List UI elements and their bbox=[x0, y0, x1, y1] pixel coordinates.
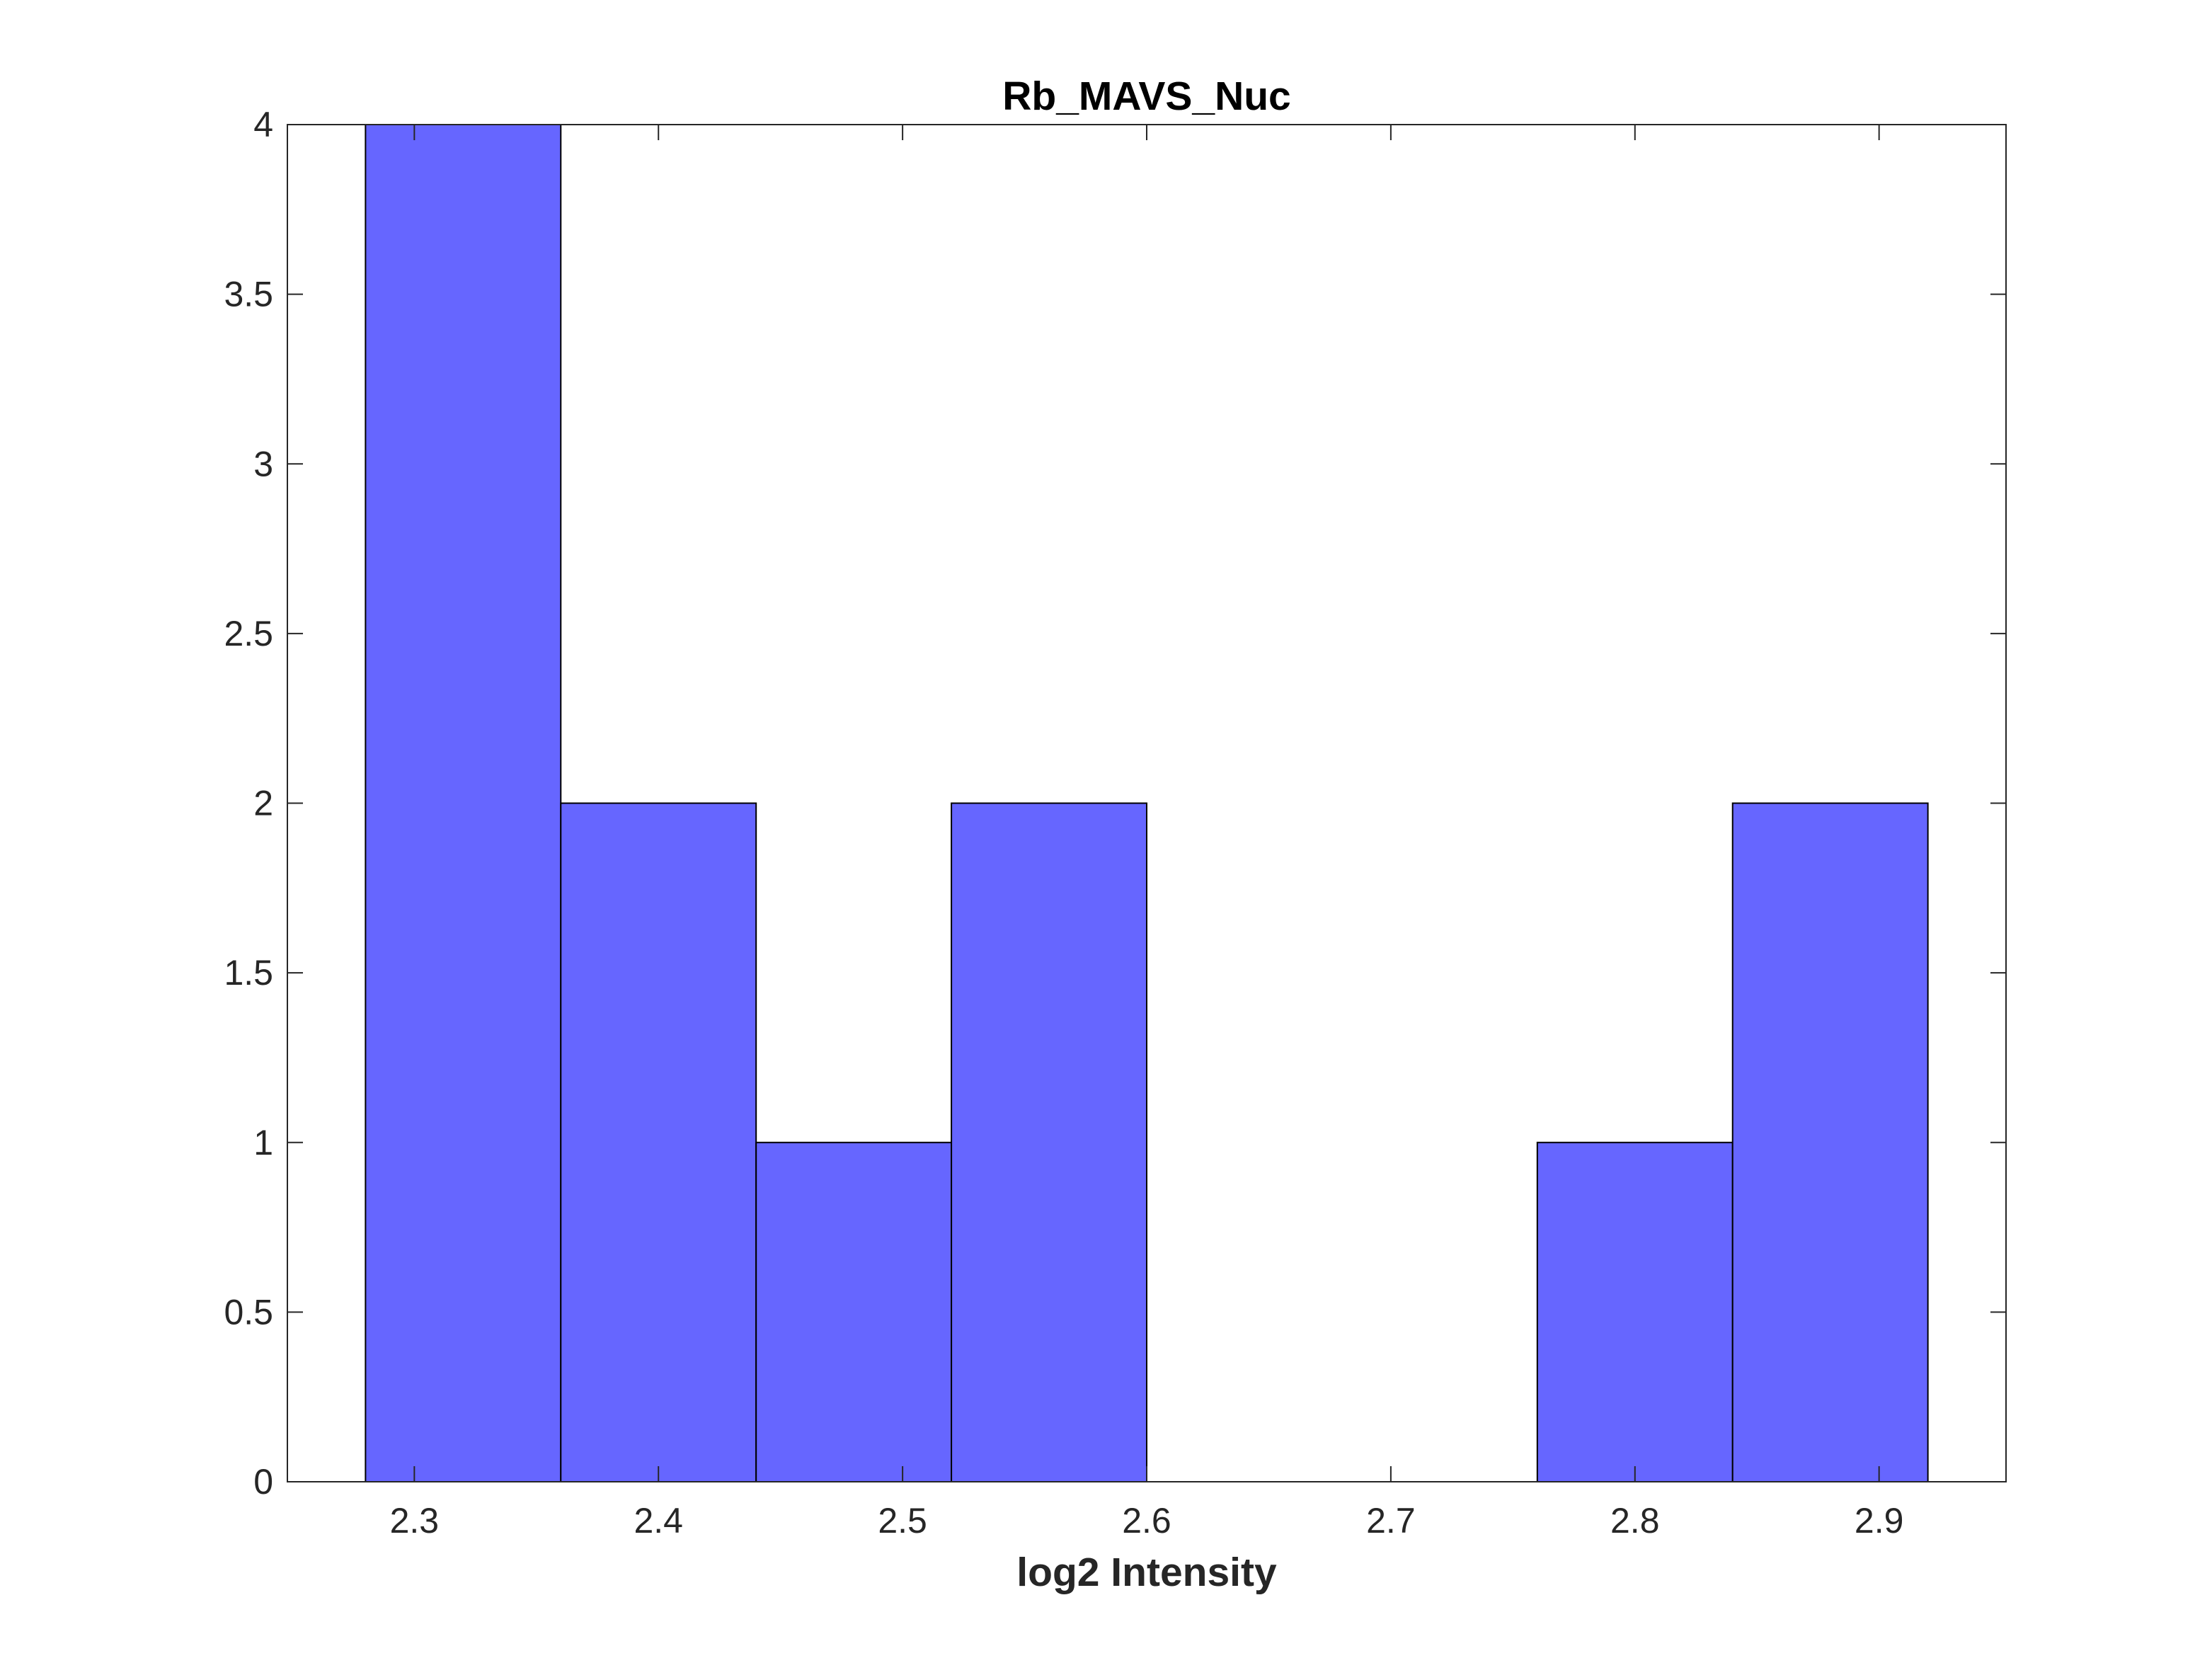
x-tick-label: 2.7 bbox=[1366, 1501, 1416, 1541]
x-tick-label: 2.9 bbox=[1855, 1501, 1904, 1541]
y-tick-label: 0.5 bbox=[224, 1292, 273, 1332]
x-tick-label: 2.3 bbox=[390, 1501, 440, 1541]
x-tick-label: 2.4 bbox=[634, 1501, 683, 1541]
y-tick-label: 1 bbox=[253, 1123, 273, 1162]
histogram-bar bbox=[1536, 1141, 1734, 1482]
chart-title: Rb_MAVS_Nuc bbox=[1002, 74, 1291, 119]
x-axis-label: log2 Intensity bbox=[1016, 1550, 1277, 1595]
x-axis-ticks: 2.3 2.4 2.5 2.6 2.7 2.8 2.9 bbox=[390, 125, 1904, 1541]
histogram-bar bbox=[951, 802, 1148, 1482]
histogram-bar bbox=[1731, 802, 1929, 1482]
x-tick-label: 2.6 bbox=[1122, 1501, 1171, 1541]
y-tick-label: 4 bbox=[253, 105, 273, 144]
y-tick-label: 3 bbox=[253, 444, 273, 484]
histogram-bar bbox=[755, 1141, 953, 1482]
y-tick-label: 3.5 bbox=[224, 275, 273, 314]
x-tick-label: 2.5 bbox=[878, 1501, 927, 1541]
bars-group bbox=[365, 124, 1929, 1482]
x-tick-label: 2.8 bbox=[1610, 1501, 1660, 1541]
y-tick-label: 2 bbox=[253, 784, 273, 823]
y-tick-label: 1.5 bbox=[224, 953, 273, 993]
y-tick-label: 0 bbox=[253, 1462, 273, 1502]
y-tick-label: 2.5 bbox=[224, 614, 273, 653]
y-axis-ticks: 0 0.5 1 1.5 2 2.5 3 3.5 4 bbox=[224, 105, 2006, 1502]
histogram-bar bbox=[365, 124, 562, 1482]
histogram-bar bbox=[560, 802, 757, 1482]
